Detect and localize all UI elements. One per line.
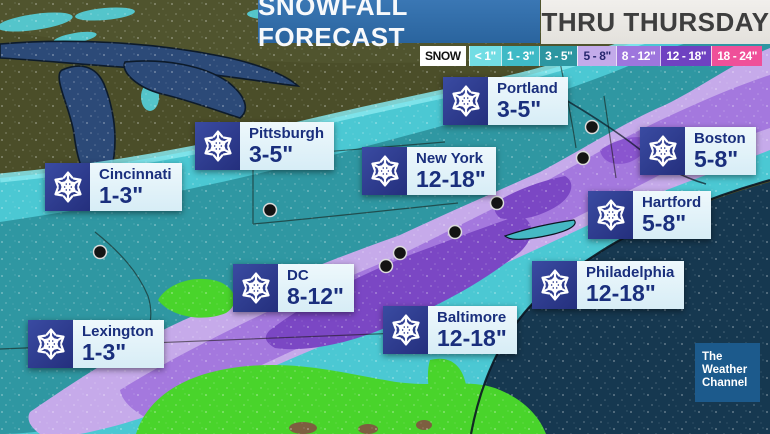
snow-amount: 5-8" — [694, 146, 739, 172]
legend-bin-5-8: 5 - 8" — [577, 46, 616, 66]
city-name: Philadelphia — [586, 264, 675, 281]
legend-bin-8-12: 8 - 12" — [615, 46, 661, 66]
city-badge-pittsburgh: Pittsburgh 3-5" — [195, 122, 334, 170]
snow-amount: 8-12" — [287, 283, 344, 309]
legend-bin-12-18: 12 - 18" — [660, 46, 712, 66]
snow-amount: 12-18" — [586, 280, 656, 306]
city-name: New York — [416, 150, 483, 167]
logo-line: The — [702, 351, 723, 363]
logo-line: Weather — [702, 364, 748, 376]
legend-bin-1-3: 1 - 3" — [500, 46, 540, 66]
legend-bin-18-24: 18 - 24" — [711, 46, 763, 66]
legend-bin-3-5: 3 - 5" — [539, 46, 578, 66]
city-name: DC — [287, 267, 309, 284]
snow-amount: 3-5" — [497, 96, 542, 122]
city-name: Hartford — [642, 194, 702, 211]
snowflake-icon — [383, 306, 428, 354]
city-badge-philadelphia: Philadelphia 12-18" — [532, 261, 685, 309]
legend-label: SNOW — [420, 46, 466, 66]
city-badge-dc: DC 8-12" — [233, 264, 354, 312]
long-island — [503, 219, 576, 240]
city-name: Boston — [694, 130, 746, 147]
city-name: Portland — [497, 80, 558, 97]
snowflake-icon — [45, 163, 90, 211]
city-name: Lexington — [82, 323, 154, 340]
city-name: Baltimore — [437, 309, 507, 326]
header-subtitle: THRU THURSDAY — [541, 0, 770, 44]
city-badge-cincinnati: Cincinnati 1-3" — [45, 163, 182, 211]
city-name: Cincinnati — [99, 166, 172, 183]
snow-legend: SNOW < 1" 1 - 3" 3 - 5" 5 - 8" 8 - 12" 1… — [420, 46, 770, 66]
snow-amount: 1-3" — [82, 339, 127, 365]
city-badge-new-york: New York 12-18" — [362, 147, 496, 195]
snowflake-icon — [195, 122, 240, 170]
snowflake-icon — [443, 77, 488, 125]
snow-amount: 1-3" — [99, 182, 144, 208]
snow-amount: 3-5" — [249, 141, 294, 167]
snowflake-icon — [362, 147, 407, 195]
snow-amount: 12-18" — [416, 166, 486, 192]
snowflake-icon — [588, 191, 633, 239]
page-title: SNOWFALL FORECAST — [258, 0, 540, 52]
city-badge-boston: Boston 5-8" — [640, 127, 756, 175]
snowflake-icon — [532, 261, 577, 309]
logo-line: Channel — [702, 377, 748, 389]
city-badge-lexington: Lexington 1-3" — [28, 320, 164, 368]
weather-channel-logo: The Weather Channel — [695, 343, 760, 402]
city-badge-hartford: Hartford 5-8" — [588, 191, 712, 239]
snowflake-icon — [233, 264, 278, 312]
city-badge-portland: Portland 3-5" — [443, 77, 568, 125]
snowflake-icon — [640, 127, 685, 175]
snow-amount: 5-8" — [642, 210, 687, 236]
legend-bin-under-1: < 1" — [468, 46, 501, 66]
city-badge-baltimore: Baltimore 12-18" — [383, 306, 517, 354]
snowflake-icon — [28, 320, 73, 368]
snow-amount: 12-18" — [437, 325, 507, 351]
city-name: Pittsburgh — [249, 125, 324, 142]
